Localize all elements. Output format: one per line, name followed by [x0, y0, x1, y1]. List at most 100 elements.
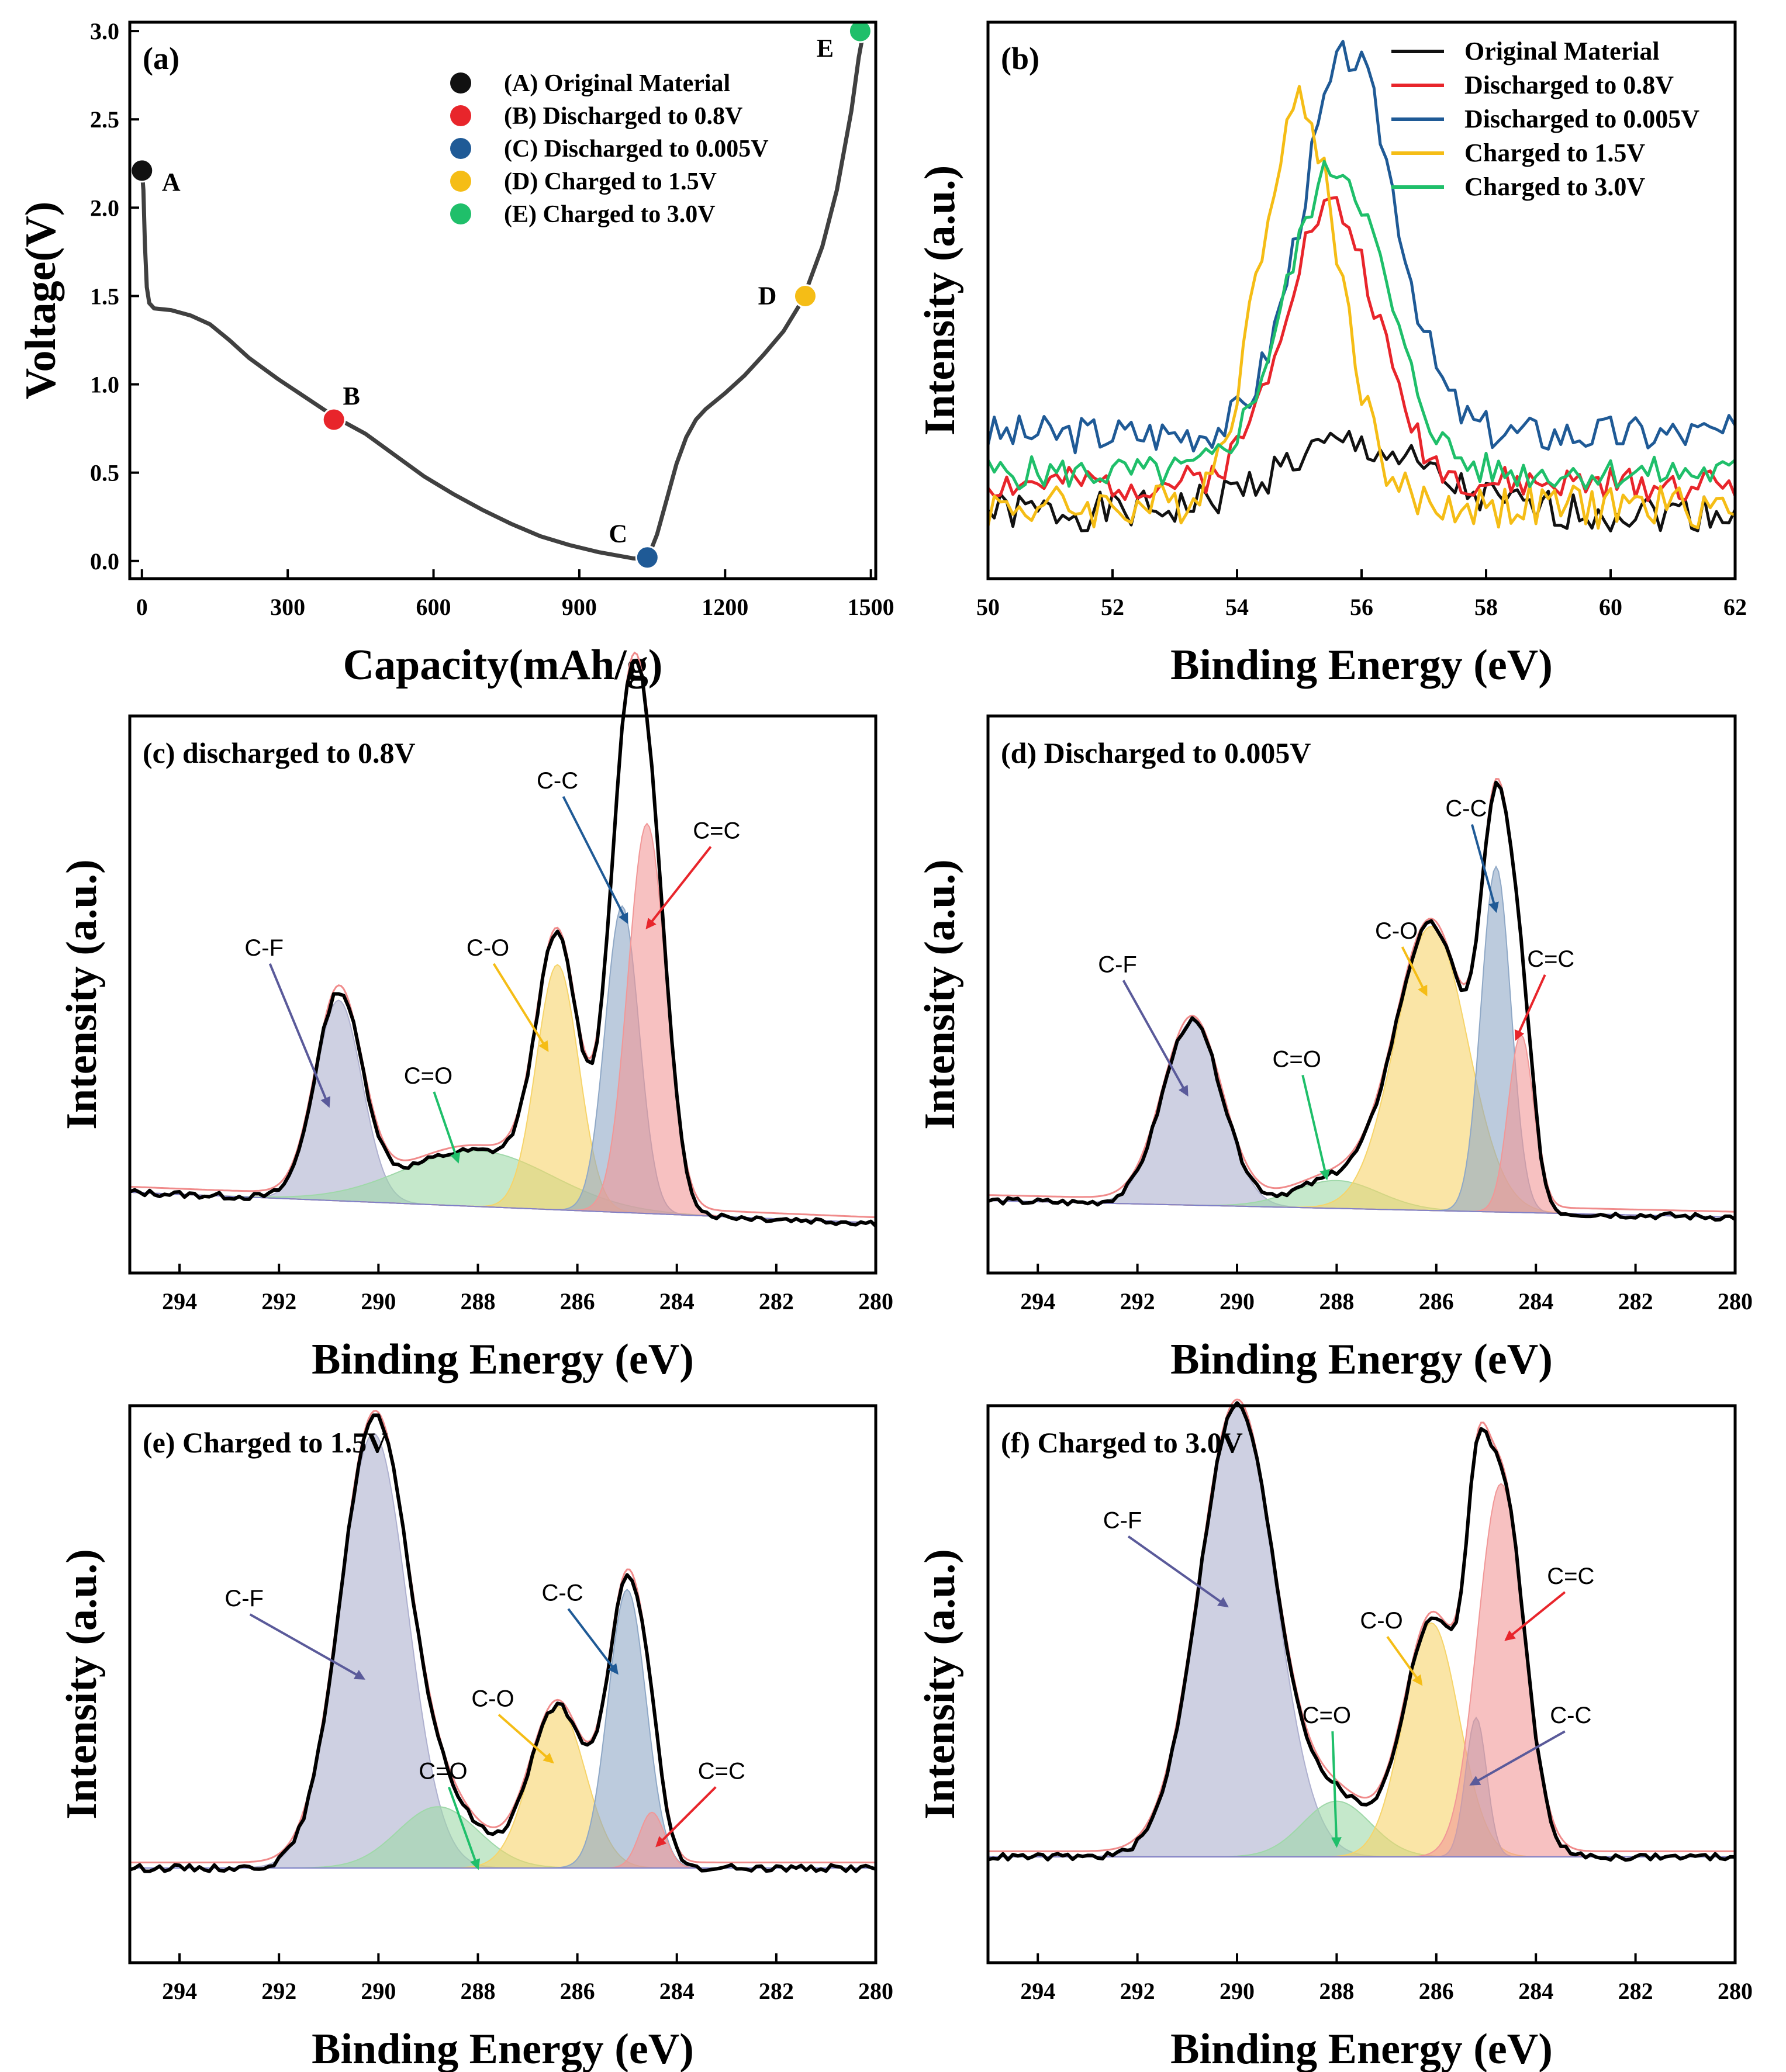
- x-tick-label: 50: [976, 594, 1000, 620]
- legend-entry: Charged to 1.5V: [1464, 139, 1645, 167]
- x-tick-label: 288: [1319, 1288, 1354, 1315]
- plot-frame: [986, 714, 1737, 1275]
- peak-annotation: C=C: [693, 818, 740, 844]
- plot-frame: [128, 20, 878, 580]
- x-tick-label: 280: [1718, 1288, 1753, 1315]
- component-peak: [130, 1433, 876, 1869]
- x-tick-label: 290: [361, 1978, 396, 2004]
- x-tick-label: 292: [261, 1288, 296, 1315]
- y-axis-label: Intensity (a.u.): [916, 165, 964, 436]
- x-tick-label: 54: [1225, 594, 1249, 620]
- series-line: [986, 40, 1737, 455]
- x-tick-label: 288: [460, 1978, 495, 2004]
- x-tick-label: 290: [1220, 1288, 1255, 1315]
- x-tick-label: 290: [361, 1288, 396, 1315]
- measured-spectrum: [987, 1401, 1736, 1862]
- annotation-arrow: [492, 963, 549, 1052]
- annotation-arrow: [1127, 1535, 1229, 1608]
- legend-entry: (E) Charged to 3.0V: [504, 201, 716, 228]
- panel-label: (b): [1001, 41, 1039, 76]
- annotation-arrow: [1504, 1591, 1566, 1641]
- annotation-arrow: [1469, 1730, 1566, 1786]
- x-tick-label: 58: [1474, 594, 1498, 620]
- peak-annotation: C=C: [1547, 1563, 1594, 1589]
- legend-entry: Original Material: [1464, 37, 1660, 65]
- annotation-arrow: [1331, 1731, 1342, 1848]
- x-tick-label: 292: [261, 1978, 296, 2004]
- legend-marker: [450, 138, 471, 159]
- panel-c: C-F C=O C-O C-C C=C (c) discharged to 0.8V 294…: [58, 651, 893, 1383]
- x-tick-label: 280: [858, 1978, 893, 2004]
- state-point-D: [793, 283, 817, 308]
- peak-annotation: C-F: [224, 1586, 264, 1611]
- y-tick-label: 0.0: [90, 548, 119, 575]
- panel-label: (e) Charged to 1.5V: [143, 1426, 388, 1459]
- panel-a: A B C D E (A) Original Material (B) Discharged…: [17, 18, 894, 689]
- x-tick-label: 280: [858, 1288, 893, 1315]
- x-tick-label: 286: [560, 1978, 595, 2004]
- y-tick-label: 3.0: [90, 18, 119, 44]
- panel-label: (c) discharged to 0.8V: [143, 736, 416, 769]
- series-line: [986, 160, 1736, 490]
- panel-b: Original Material Discharged to 0.8V Disch…: [916, 20, 1747, 689]
- x-tick-label: 60: [1599, 594, 1622, 620]
- x-tick-label: 0: [136, 594, 148, 620]
- plot-frame: [128, 1404, 878, 1964]
- x-tick-label: 294: [162, 1978, 197, 2004]
- baseline: [987, 1200, 1736, 1218]
- x-tick-label: 282: [759, 1288, 794, 1315]
- baseline: [129, 1191, 876, 1224]
- x-tick-label: 284: [659, 1978, 695, 2004]
- x-tick-label: 286: [1419, 1288, 1454, 1315]
- y-axis-label: Intensity (a.u.): [58, 859, 106, 1130]
- x-tick-label: 288: [1319, 1978, 1354, 2004]
- annotation-arrow: [249, 1613, 365, 1680]
- measured-spectrum: [129, 1413, 876, 1873]
- panel-label: (f) Charged to 3.0V: [1001, 1426, 1243, 1459]
- x-tick-label: 292: [1120, 1978, 1155, 2004]
- fit-envelope: [988, 1398, 1735, 1852]
- x-tick-label: 62: [1723, 594, 1747, 620]
- peak-annotation: C-F: [1098, 952, 1137, 977]
- state-point-label: A: [162, 168, 181, 196]
- annotation-arrow: [268, 963, 331, 1108]
- state-point-label: D: [758, 281, 777, 310]
- y-axis-label: Intensity (a.u.): [916, 1549, 964, 1820]
- y-tick-label: 0.5: [90, 460, 119, 486]
- panel-label: (a): [143, 41, 179, 76]
- annotation-arrow: [433, 1091, 461, 1164]
- fit-envelope: [129, 651, 876, 1219]
- state-point-label: E: [817, 34, 834, 63]
- peak-annotation: C-C: [1445, 796, 1487, 822]
- y-tick-label: 1.5: [90, 283, 119, 309]
- component-peak: [130, 1589, 876, 1869]
- panel-label: (d) Discharged to 0.005V: [1001, 736, 1311, 769]
- annotation-arrow: [1386, 1636, 1423, 1686]
- state-point-label: C: [609, 520, 627, 548]
- x-axis-label: Binding Energy (eV): [1170, 2025, 1553, 2072]
- panel-f: C-F C=O C-O C-C C=C (f) Charged to 3.0V 294 292…: [916, 1398, 1753, 2072]
- annotation-arrow: [655, 1786, 717, 1848]
- legend-entry: (A) Original Material: [504, 70, 730, 97]
- annotation-arrow: [1401, 946, 1428, 997]
- peak-annotation: C-C: [537, 768, 578, 794]
- x-tick-label: 286: [560, 1288, 595, 1315]
- annotation-arrow: [448, 1786, 481, 1870]
- x-axis-label: Binding Energy (eV): [312, 1336, 694, 1383]
- x-tick-label: 1500: [848, 594, 894, 620]
- y-axis-label: Voltage(V): [17, 202, 65, 399]
- x-tick-label: 294: [162, 1288, 197, 1315]
- x-tick-label: 282: [1618, 1978, 1653, 2004]
- annotation-arrow: [498, 1714, 554, 1764]
- peak-annotation: C-O: [1360, 1608, 1402, 1634]
- x-tick-label: 284: [1518, 1978, 1553, 2004]
- legend-entry: Discharged to 0.8V: [1464, 71, 1674, 99]
- state-point-C: [635, 545, 659, 570]
- x-axis-label: Binding Energy (eV): [312, 2025, 694, 2072]
- plot-frame: [986, 1404, 1737, 1964]
- measured-spectrum: [987, 780, 1736, 1222]
- measured-spectrum: [129, 659, 878, 1227]
- legend-marker: [450, 105, 471, 126]
- annotation-arrow: [1514, 974, 1546, 1042]
